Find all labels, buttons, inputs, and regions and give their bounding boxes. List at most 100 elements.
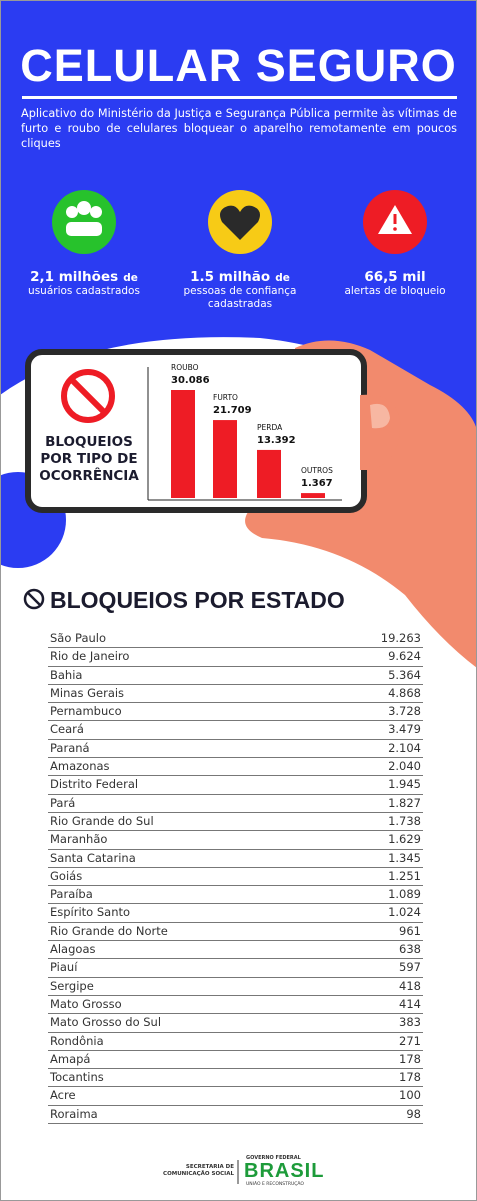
state-value: 19.263 — [380, 631, 421, 645]
state-name: Distrito Federal — [50, 777, 139, 792]
block-icon — [23, 588, 45, 610]
icon-part — [69, 377, 107, 415]
state-name: Minas Gerais — [50, 685, 125, 700]
state-name: Alagoas — [50, 942, 96, 957]
table-row: Tocantins 178 — [48, 1069, 423, 1088]
state-name: Rio Grande do Norte — [50, 923, 168, 938]
stat-connector: de — [275, 272, 290, 284]
state-value: 178 — [399, 1070, 421, 1085]
table-row: Rio Grande do Sul 1.738 — [48, 813, 423, 832]
footer-brasil: BRASIL — [244, 1160, 325, 1182]
chart-title: BLOQUEIOS POR TIPO DE OCORRÊNCIA — [39, 434, 139, 484]
table-row: Rio Grande do Norte 961 — [48, 923, 423, 942]
icon-part — [27, 592, 41, 606]
state-value: 1.089 — [388, 887, 421, 902]
state-value: 961 — [399, 923, 421, 938]
state-name: Bahia — [50, 667, 83, 682]
table-row: Alagoas 638 — [48, 941, 423, 960]
state-value: 98 — [406, 1106, 421, 1121]
stat-label: pessoas de confiança cadastradas — [183, 285, 297, 310]
state-value: 414 — [399, 996, 421, 1011]
icon-part — [66, 222, 102, 236]
state-name: Amapá — [50, 1051, 91, 1066]
block-icon — [61, 369, 115, 423]
state-value: 3.728 — [388, 704, 421, 719]
state-name: Rondônia — [50, 1033, 104, 1048]
icon-part — [77, 201, 91, 215]
table-row: Mato Grosso 414 — [48, 996, 423, 1015]
value-label: 13.392 — [257, 435, 296, 446]
section-title: BLOQUEIOS POR ESTADO — [50, 587, 345, 613]
state-value: 1.345 — [388, 850, 421, 865]
table-row: Distrito Federal 1.945 — [48, 776, 423, 795]
state-value: 1.945 — [388, 777, 421, 792]
table-row: Minas Gerais 4.868 — [48, 685, 423, 704]
stat-headline: 2,1 milhões de — [9, 266, 159, 285]
state-name: Goiás — [50, 868, 83, 883]
table-row: Sergipe 418 — [48, 978, 423, 996]
bar — [171, 390, 195, 498]
table-row: Mato Grosso do Sul 383 — [48, 1014, 423, 1033]
state-value: 1.827 — [388, 795, 421, 810]
state-value: 4.868 — [388, 685, 421, 700]
footer-government: GOVERNO FEDERAL — [246, 1155, 301, 1161]
state-name: Mato Grosso — [50, 996, 122, 1011]
value-label: 21.709 — [213, 405, 252, 416]
state-value: 638 — [399, 942, 421, 957]
state-name: Amazonas — [50, 759, 110, 774]
state-value: 5.364 — [388, 667, 421, 682]
state-value: 418 — [399, 978, 421, 993]
icon-part — [393, 214, 397, 224]
blue-background — [0, 0, 477, 560]
state-name: Maranhão — [50, 832, 108, 847]
state-value: 1.251 — [388, 868, 421, 883]
state-value: 9.624 — [388, 649, 421, 664]
state-name: Acre — [50, 1088, 76, 1103]
state-name: Espírito Santo — [50, 905, 131, 920]
table-row: Espírito Santo 1.024 — [48, 904, 423, 923]
value-label: 1.367 — [301, 478, 333, 489]
state-value: 1.738 — [388, 813, 421, 828]
state-name: Rio de Janeiro — [50, 649, 130, 664]
table-row: Roraima 98 — [48, 1106, 423, 1125]
table-row: Amapá 178 — [48, 1051, 423, 1070]
state-value: 1.024 — [388, 905, 421, 920]
state-name: Roraima — [50, 1106, 98, 1121]
footer-slogan: UNIÃO E RECONSTRUÇÃO — [246, 1182, 304, 1187]
stat: 66,5 mil alertas de bloqueio — [320, 266, 470, 298]
state-name: Santa Catarina — [50, 850, 136, 865]
table-row: Paraíba 1.089 — [48, 886, 423, 905]
table-row: Ceará 3.479 — [48, 721, 423, 740]
state-value: 2.104 — [388, 740, 421, 755]
footer-secretaria: SECRETARIA DE COMUNICAÇÃO SOCIAL — [163, 1164, 234, 1177]
state-name: Ceará — [50, 722, 84, 737]
bar — [257, 449, 281, 498]
state-value: 3.479 — [388, 722, 421, 737]
stat-value: 1.5 milhão — [190, 269, 271, 285]
table-row: Piauí 597 — [48, 959, 423, 978]
table-row: Rondônia 271 — [48, 1033, 423, 1051]
stat-value: 2,1 milhões — [30, 269, 119, 285]
thumbnail — [370, 403, 390, 429]
table-row: Pernambuco 3.728 — [48, 703, 423, 722]
state-value: 1.629 — [388, 832, 421, 847]
stat: 1.5 milhão de pessoas de confiança cadast… — [165, 266, 315, 311]
state-name: Pará — [50, 795, 76, 810]
state-name: Pernambuco — [50, 704, 122, 719]
stat-label: usuários cadastrados — [28, 285, 140, 297]
table-row: São Paulo 19.263 — [48, 630, 423, 649]
stat-headline: 66,5 mil — [320, 266, 470, 285]
state-name: Paraná — [50, 740, 90, 755]
category-label: ROUBO — [171, 363, 199, 372]
state-value: 2.040 — [388, 759, 421, 774]
state-name: Rio Grande do Sul — [50, 813, 154, 828]
icon-part — [90, 206, 102, 218]
state-name: Sergipe — [50, 978, 94, 993]
table: São Paulo 19.263 Rio de Janeiro 9.624 Bahia 5… — [48, 630, 423, 1125]
stat-connector: de — [123, 272, 138, 284]
state-name: Mato Grosso do Sul — [50, 1015, 162, 1030]
icon-part — [393, 227, 397, 231]
table-row: Goiás 1.251 — [48, 868, 423, 887]
thumb — [360, 394, 401, 470]
